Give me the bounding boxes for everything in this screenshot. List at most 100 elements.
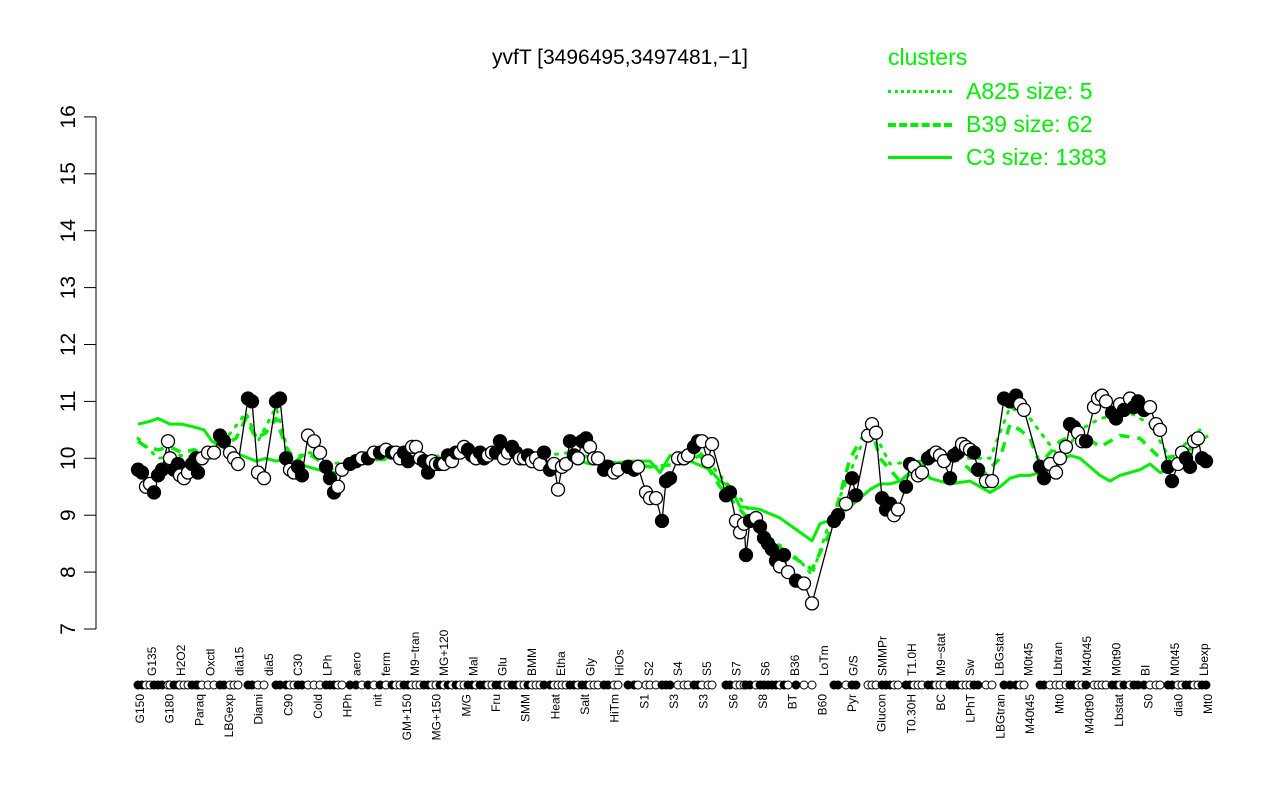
x-tick-label: Mt0 [1053,694,1067,714]
cluster-line-solid [137,416,1209,543]
x-tick-label: M9−stat [934,632,948,676]
x-tick-label: T0.30H [904,694,918,733]
data-point [1016,402,1032,418]
data-point [1052,451,1068,466]
x-tick-label: S5 [700,661,714,676]
x-tick-label: C30 [291,654,305,676]
x-tick-label: Diami [252,694,266,725]
x-tick-label: LBGexp [222,694,236,738]
x-axis-marker [799,680,809,690]
data-point [1152,422,1168,438]
solid-line-swatch-icon [888,156,952,159]
x-tick-label: Cold [311,694,325,719]
legend-entry-a825: A825 size: 5 [888,75,1107,108]
x-tick-label: G180 [163,694,177,724]
data-point [830,508,846,523]
x-axis-marker [633,680,643,690]
x-tick-label: Mt0 [1201,694,1215,714]
x-tick-label: M40t45 [1080,636,1094,676]
x-tick-label: ferm [379,652,393,676]
data-point [1058,439,1074,455]
y-tick-label: 11 [57,390,80,412]
data-point [190,465,206,480]
legend-label: B39 size: 62 [966,111,1093,137]
x-tick-label: M40t45 [1023,694,1037,734]
data-point [648,490,664,506]
x-axis-marker [893,680,903,690]
data-point [796,576,812,591]
data-point [294,468,310,483]
data-point [722,485,738,500]
data-point [1182,459,1198,474]
x-tick-label: S6 [726,694,740,709]
expression-line [137,394,1207,606]
x-tick-label: S1 [637,694,651,709]
data-point [216,434,232,449]
data-point [1078,434,1094,449]
data-point [330,479,346,494]
x-tick-label: S3 [667,694,681,709]
x-tick-label: B60 [815,694,829,716]
y-tick-label: 14 [57,219,80,243]
x-tick-label: B36 [788,654,802,676]
x-tick-label: Glucon [875,694,889,732]
x-tick-label: HPh [341,694,355,717]
x-tick-label: dia5 [262,653,276,676]
x-tick-label: Etha [554,651,568,676]
x-tick-label: LBGstat [992,632,1006,676]
data-point [704,436,720,452]
y-tick-label: 16 [57,105,80,128]
data-point [536,445,552,460]
data-point [154,462,170,477]
cluster-lines [136,405,1209,577]
y-tick-label: 9 [57,509,80,521]
y-tick-label: 13 [57,276,80,299]
x-tick-label: Gly [583,658,597,676]
x-tick-label: M9−tran [408,632,422,676]
x-axis-marker [973,680,983,690]
data-point [804,596,820,611]
x-axis-marker [1155,680,1165,690]
x-axis-marker [613,680,623,690]
data-point [306,434,322,449]
x-tick-label: S7 [729,661,743,676]
x-tick-label: HiTm [608,694,622,723]
x-tick-label: T1.0H [905,643,919,676]
x-tick-label: SMMPr [876,636,890,676]
dotted-line-swatch-icon [888,90,952,93]
data-point [256,471,272,486]
x-tick-label: Lbtran [1051,642,1065,676]
x-tick-label: Sw [963,659,977,676]
x-tick-label: M40t90 [1082,694,1096,734]
data-point [1048,465,1064,480]
x-tick-label: S4 [671,661,685,676]
x-axis-marker [665,680,675,690]
x-tick-label: Glu [496,657,510,676]
data-point [400,453,416,469]
y-tick-label: 7 [57,623,80,635]
data-point [970,462,986,477]
chart-title: yvfT [3496495,3497481,−1] [492,46,748,69]
x-tick-label: SMM [519,694,533,722]
expression-series [130,388,1214,611]
x-tick-label: S0 [1142,694,1156,709]
x-tick-label: H2O2 [174,644,188,676]
x-tick-label: BT [786,693,800,709]
data-point [550,482,566,497]
x-tick-label: G/S [846,655,860,676]
x-tick-label: LPhT [964,693,978,722]
data-point [914,465,930,480]
data-point [1036,471,1052,486]
x-tick-label: BI [1139,665,1153,676]
x-tick-label: Paraq [192,694,206,726]
data-point [230,456,246,472]
data-point [966,445,982,460]
data-point [590,451,606,466]
cluster-line-dotted [136,405,1202,577]
data-point [1142,399,1158,415]
data-point [984,473,1000,489]
x-tick-label: GM+150 [400,694,414,741]
legend-entry-b39: B39 size: 62 [888,108,1107,141]
data-point [1198,453,1214,469]
